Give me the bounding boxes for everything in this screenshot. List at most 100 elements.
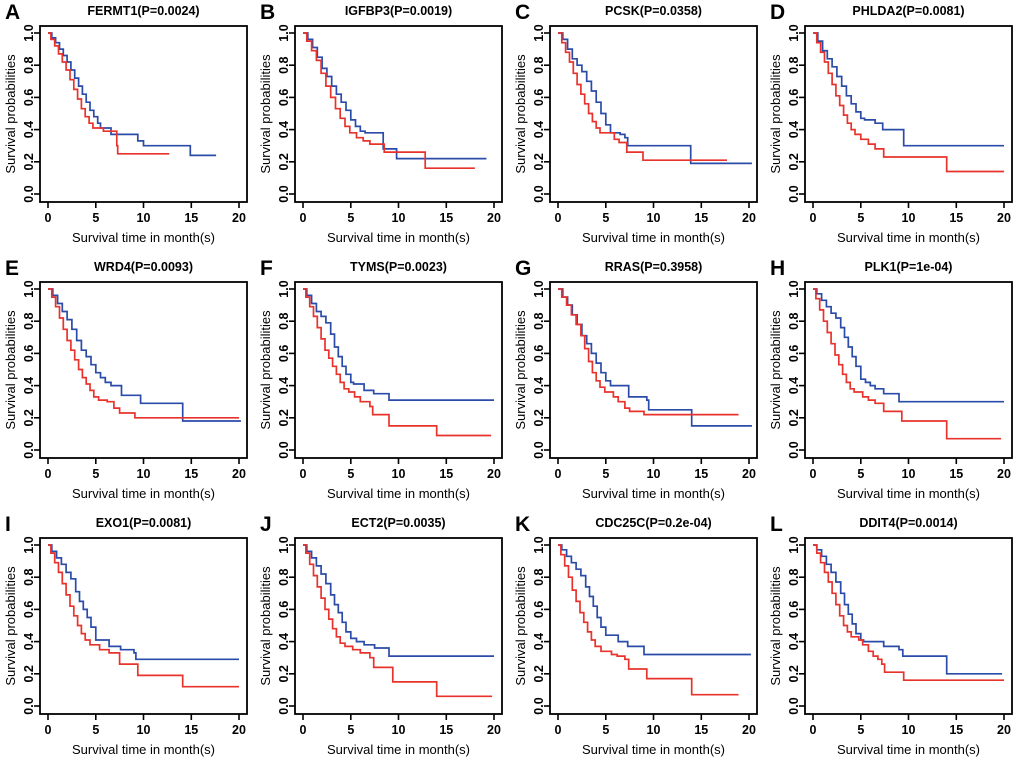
- km-curve-red: [558, 288, 739, 416]
- y-tick-label: 0.2: [787, 153, 801, 170]
- y-axis-label: Survival probabilities: [768, 310, 783, 430]
- x-tick-label: 15: [184, 723, 198, 737]
- panel-letter: I: [5, 513, 11, 536]
- y-axis-label: Survival probabilities: [3, 54, 18, 174]
- plot-box: [39, 25, 248, 203]
- km-curve-red: [303, 32, 475, 170]
- y-axis-label: Survival probabilities: [258, 310, 273, 430]
- x-axis-label: Survival time in month(s): [72, 486, 215, 501]
- x-axis-label: Survival time in month(s): [582, 486, 725, 501]
- y-tick-label: 1.0: [277, 280, 291, 297]
- x-tick-label: 20: [742, 467, 756, 481]
- plot-box: [39, 537, 248, 715]
- panel-title: EXO1(P=0.0081): [96, 516, 192, 530]
- y-tick-label: 0.6: [22, 89, 36, 106]
- x-tick-label: 0: [45, 467, 52, 481]
- y-tick-label: 0.4: [532, 377, 546, 394]
- y-tick-label: 0.8: [277, 312, 291, 329]
- x-tick-label: 5: [857, 467, 864, 481]
- y-tick-label: 0.4: [277, 121, 291, 138]
- y-tick-label: 0.2: [787, 409, 801, 426]
- x-tick-label: 5: [602, 211, 609, 225]
- x-tick-label: 5: [347, 467, 354, 481]
- plot-box: [804, 281, 1013, 459]
- km-curve-red: [48, 32, 170, 155]
- panel-title: CDC25C(P=0.2e-04): [595, 516, 711, 530]
- y-tick-label: 0.6: [787, 601, 801, 618]
- y-tick-label: 0.0: [22, 441, 36, 458]
- panel-title: PLK1(P=1e-04): [865, 260, 953, 274]
- panel-letter: C: [515, 1, 530, 24]
- y-tick-label: 1.0: [787, 24, 801, 41]
- y-tick-label: 0.8: [22, 312, 36, 329]
- km-curve-red: [813, 32, 1004, 173]
- plot-box: [294, 537, 503, 715]
- y-axis-label: Survival probabilities: [258, 566, 273, 686]
- y-tick-label: 1.0: [22, 24, 36, 41]
- panel-title: RRAS(P=0.3958): [605, 260, 703, 274]
- x-tick-label: 15: [439, 211, 453, 225]
- x-tick-label: 15: [694, 723, 708, 737]
- x-tick-label: 15: [184, 467, 198, 481]
- x-tick-label: 20: [232, 211, 246, 225]
- y-tick-label: 0.8: [787, 568, 801, 585]
- km-curve-blue: [813, 288, 1004, 403]
- km-panel-H: H PLK1(P=1e-04) 0 5 10 15 20 0.0 0.2 0.4 0.6 0.8 1.0…: [765, 256, 1020, 512]
- x-tick-label: 15: [949, 467, 963, 481]
- x-axis-label: Survival time in month(s): [327, 486, 470, 501]
- x-tick-label: 15: [694, 211, 708, 225]
- x-tick-label: 5: [92, 723, 99, 737]
- km-curve-red: [558, 544, 739, 696]
- x-tick-label: 20: [742, 723, 756, 737]
- x-tick-label: 15: [694, 467, 708, 481]
- km-panel-G: G RRAS(P=0.3958) 0 5 10 15 20 0.0 0.2 0.4 0.6 0.8 1.…: [510, 256, 765, 512]
- x-tick-label: 5: [347, 723, 354, 737]
- plot-box: [804, 25, 1013, 203]
- x-tick-label: 5: [92, 467, 99, 481]
- y-tick-label: 1.0: [277, 24, 291, 41]
- km-panel-I: I EXO1(P=0.0081) 0 5 10 15 20 0.0 0.2 0.4 0.6 0.8 1.…: [0, 512, 255, 768]
- y-tick-label: 0.2: [22, 409, 36, 426]
- y-tick-label: 0.6: [532, 345, 546, 362]
- y-tick-label: 0.6: [532, 89, 546, 106]
- y-tick-label: 1.0: [532, 24, 546, 41]
- x-tick-label: 0: [810, 723, 817, 737]
- y-axis-label: Survival probabilities: [513, 310, 528, 430]
- x-tick-label: 20: [997, 467, 1011, 481]
- x-tick-label: 15: [949, 211, 963, 225]
- y-tick-label: 0.0: [532, 185, 546, 202]
- y-tick-label: 0.8: [277, 568, 291, 585]
- panel-letter: G: [515, 257, 531, 280]
- x-axis-label: Survival time in month(s): [327, 230, 470, 245]
- y-tick-label: 1.0: [787, 280, 801, 297]
- y-tick-label: 0.2: [532, 409, 546, 426]
- y-tick-label: 0.2: [532, 153, 546, 170]
- km-panel-L: L DDIT4(P=0.0014) 0 5 10 15 20 0.0 0.2 0.4 0.6 0.8 1…: [765, 512, 1020, 768]
- panel-title: PHLDA2(P=0.0081): [852, 4, 964, 18]
- x-axis-label: Survival time in month(s): [582, 742, 725, 757]
- x-tick-label: 10: [392, 211, 406, 225]
- y-axis-label: Survival probabilities: [513, 566, 528, 686]
- x-tick-label: 0: [300, 211, 307, 225]
- x-tick-label: 0: [555, 723, 562, 737]
- y-tick-label: 0.4: [787, 121, 801, 138]
- plot-box: [294, 25, 503, 203]
- km-curve-blue: [813, 544, 1003, 675]
- y-tick-label: 0.8: [532, 56, 546, 73]
- y-tick-label: 0.4: [532, 633, 546, 650]
- km-curve-red: [558, 32, 727, 162]
- y-axis-label: Survival probabilities: [258, 54, 273, 174]
- x-tick-label: 10: [392, 723, 406, 737]
- x-tick-label: 0: [45, 211, 52, 225]
- panel-letter: E: [5, 257, 19, 280]
- panel-title: IGFBP3(P=0.0019): [345, 4, 452, 18]
- y-tick-label: 0.2: [22, 153, 36, 170]
- km-curve-blue: [303, 288, 494, 401]
- x-tick-label: 10: [647, 467, 661, 481]
- x-tick-label: 0: [300, 467, 307, 481]
- y-tick-label: 0.6: [277, 601, 291, 618]
- x-tick-label: 10: [647, 211, 661, 225]
- km-panel-B: B IGFBP3(P=0.0019) 0 5 10 15 20 0.0 0.2 0.4 0.6 0.8…: [255, 0, 510, 256]
- y-tick-label: 0.6: [22, 601, 36, 618]
